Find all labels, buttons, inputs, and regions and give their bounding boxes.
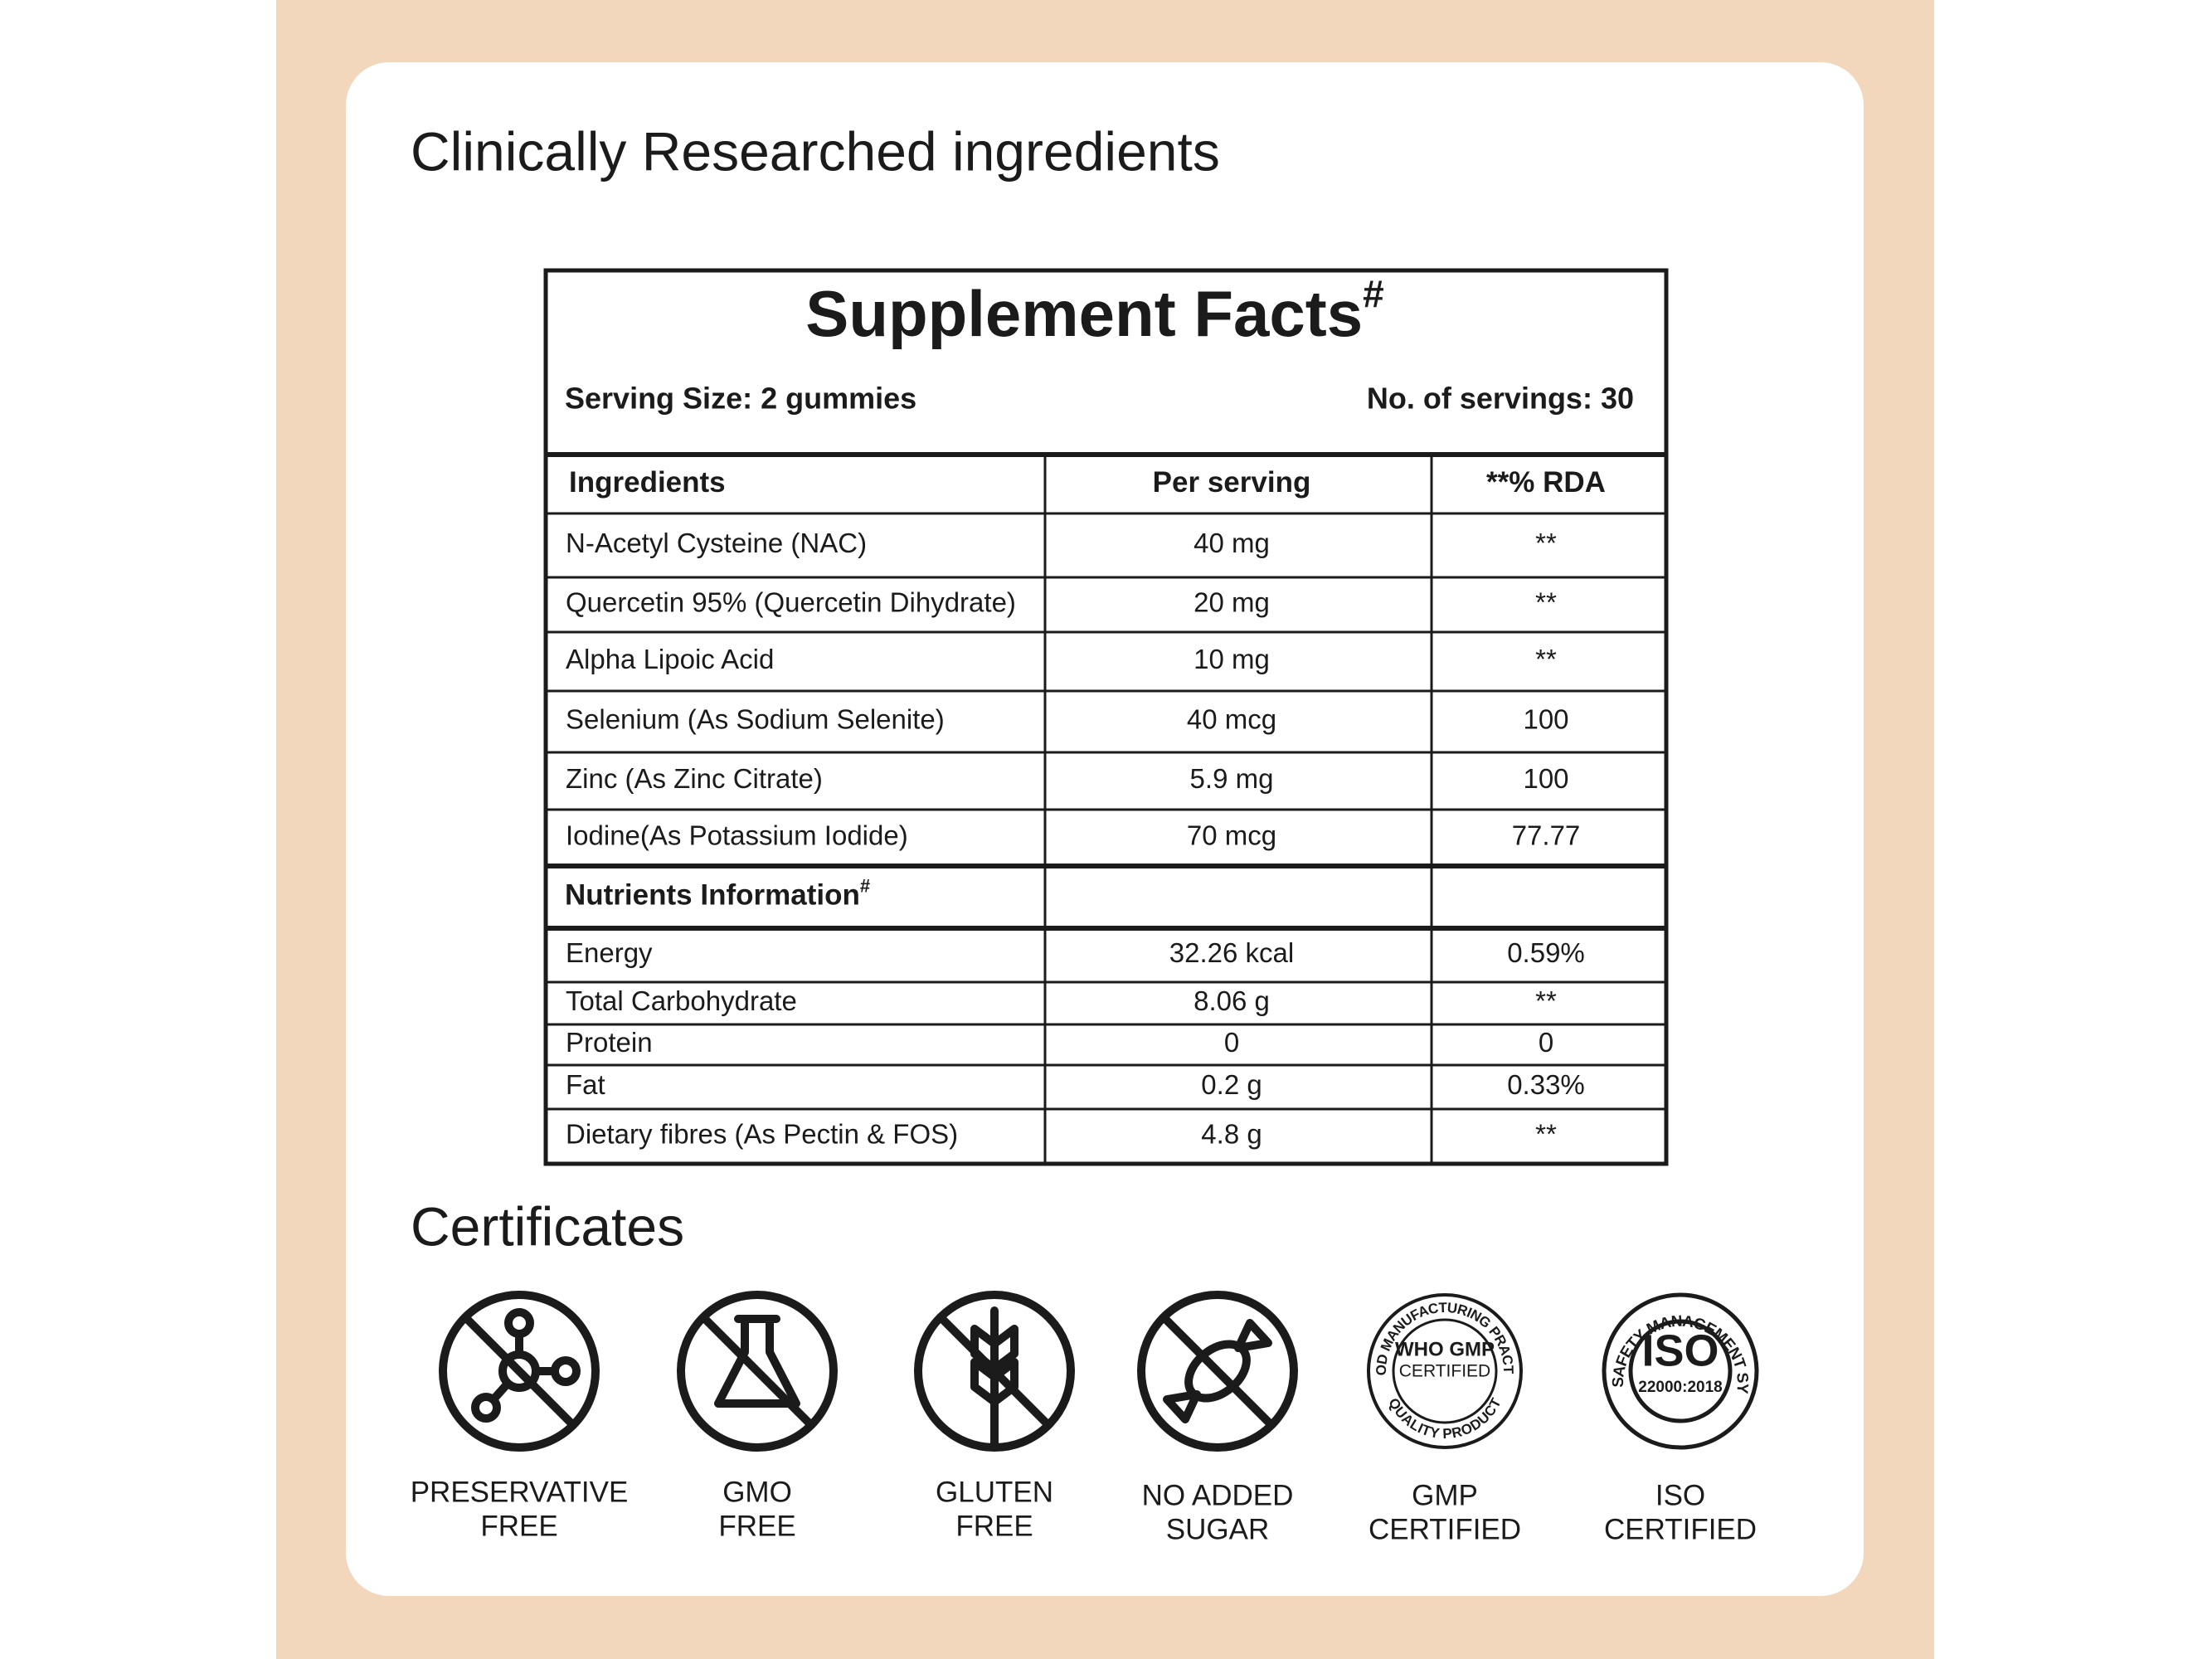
gmo-icon [677, 1291, 838, 1452]
certificate-label: GLUTEN [936, 1476, 1053, 1508]
cell: 70 mcg [1187, 820, 1276, 851]
cell: 0.33% [1507, 1069, 1585, 1100]
cell: 4.8 g [1201, 1119, 1262, 1150]
facts-title-text: Supplement Facts [805, 277, 1363, 350]
certificate-label: NO ADDED [1142, 1479, 1294, 1511]
certificate-label: PRESERVATIVE [411, 1476, 629, 1508]
cell: 32.26 kcal [1169, 937, 1294, 968]
cell: 8.06 g [1194, 985, 1270, 1016]
cell: 0.2 g [1201, 1069, 1262, 1100]
cell: 20 mg [1194, 587, 1270, 618]
sugar-icon [1137, 1291, 1298, 1452]
cell: Quercetin 95% (Quercetin Dihydrate) [566, 587, 1016, 618]
certificate-label: GMO [722, 1476, 792, 1508]
cell: ** [1535, 587, 1557, 618]
section-header-text: Nutrients Information [565, 879, 860, 912]
facts-title-mark: # [1363, 272, 1384, 315]
cell: Iodine(As Potassium Iodide) [566, 820, 908, 851]
certificate-label: CERTIFIED [1604, 1513, 1757, 1545]
cell: Selenium (As Sodium Selenite) [566, 704, 945, 735]
badge-line: ISO [1641, 1326, 1719, 1375]
section-title: Clinically Researched ingredients [411, 120, 1220, 182]
certificate-label: FREE [955, 1510, 1033, 1542]
section-header-mark: # [860, 875, 870, 896]
certificate-label: ISO [1655, 1479, 1705, 1511]
column-header: Per serving [1153, 466, 1311, 499]
preservative-icon [439, 1291, 600, 1452]
column-header: **% RDA [1486, 466, 1606, 499]
badge-line: 22000:2018 [1638, 1379, 1722, 1396]
cell: 0.59% [1507, 937, 1585, 968]
section-title: Certificates [411, 1195, 684, 1257]
cell: Alpha Lipoic Acid [566, 644, 774, 674]
serving-size: Serving Size: 2 gummies [565, 382, 916, 416]
cell: Protein [566, 1027, 653, 1058]
cell: 0 [1539, 1027, 1553, 1058]
cell: 100 [1523, 763, 1568, 794]
servings-count: No. of servings: 30 [1367, 382, 1634, 416]
cell: 5.9 mg [1190, 763, 1274, 794]
cell: ** [1535, 528, 1557, 558]
gluten-icon [914, 1291, 1075, 1452]
cell: N-Acetyl Cysteine (NAC) [566, 528, 867, 558]
badge-line: WHO GMP [1395, 1338, 1495, 1360]
cell: Zinc (As Zinc Citrate) [566, 763, 823, 794]
facts-title: Supplement Facts# [805, 272, 1383, 349]
cell: Fat [566, 1069, 605, 1100]
certificate-label: GMP [1412, 1479, 1478, 1511]
card [346, 62, 1864, 1596]
cell: Total Carbohydrate [566, 985, 797, 1016]
cell: 10 mg [1194, 644, 1270, 674]
cell: ** [1535, 644, 1557, 674]
cell: ** [1535, 1119, 1557, 1150]
cell: ** [1535, 985, 1557, 1016]
cell: 100 [1523, 704, 1568, 735]
certificate-label: FREE [718, 1510, 795, 1542]
badge-line: CERTIFIED [1399, 1362, 1490, 1381]
certificate-label: FREE [480, 1510, 557, 1542]
cell: 40 mg [1194, 528, 1270, 558]
cell: Dietary fibres (As Pectin & FOS) [566, 1119, 958, 1150]
certificate-label: SUGAR [1166, 1513, 1269, 1545]
table-border [543, 268, 1669, 1166]
supplement-facts-table: Supplement Facts# Serving Size: 2 gummie… [543, 268, 1669, 1166]
cell: 40 mcg [1187, 704, 1276, 735]
certificate-label: CERTIFIED [1369, 1513, 1521, 1545]
column-header: Ingredients [569, 466, 726, 499]
cell: Energy [566, 937, 653, 968]
cell: 77.77 [1512, 820, 1581, 851]
section-header: Nutrients Information# [565, 875, 870, 911]
cell: 0 [1224, 1027, 1239, 1058]
